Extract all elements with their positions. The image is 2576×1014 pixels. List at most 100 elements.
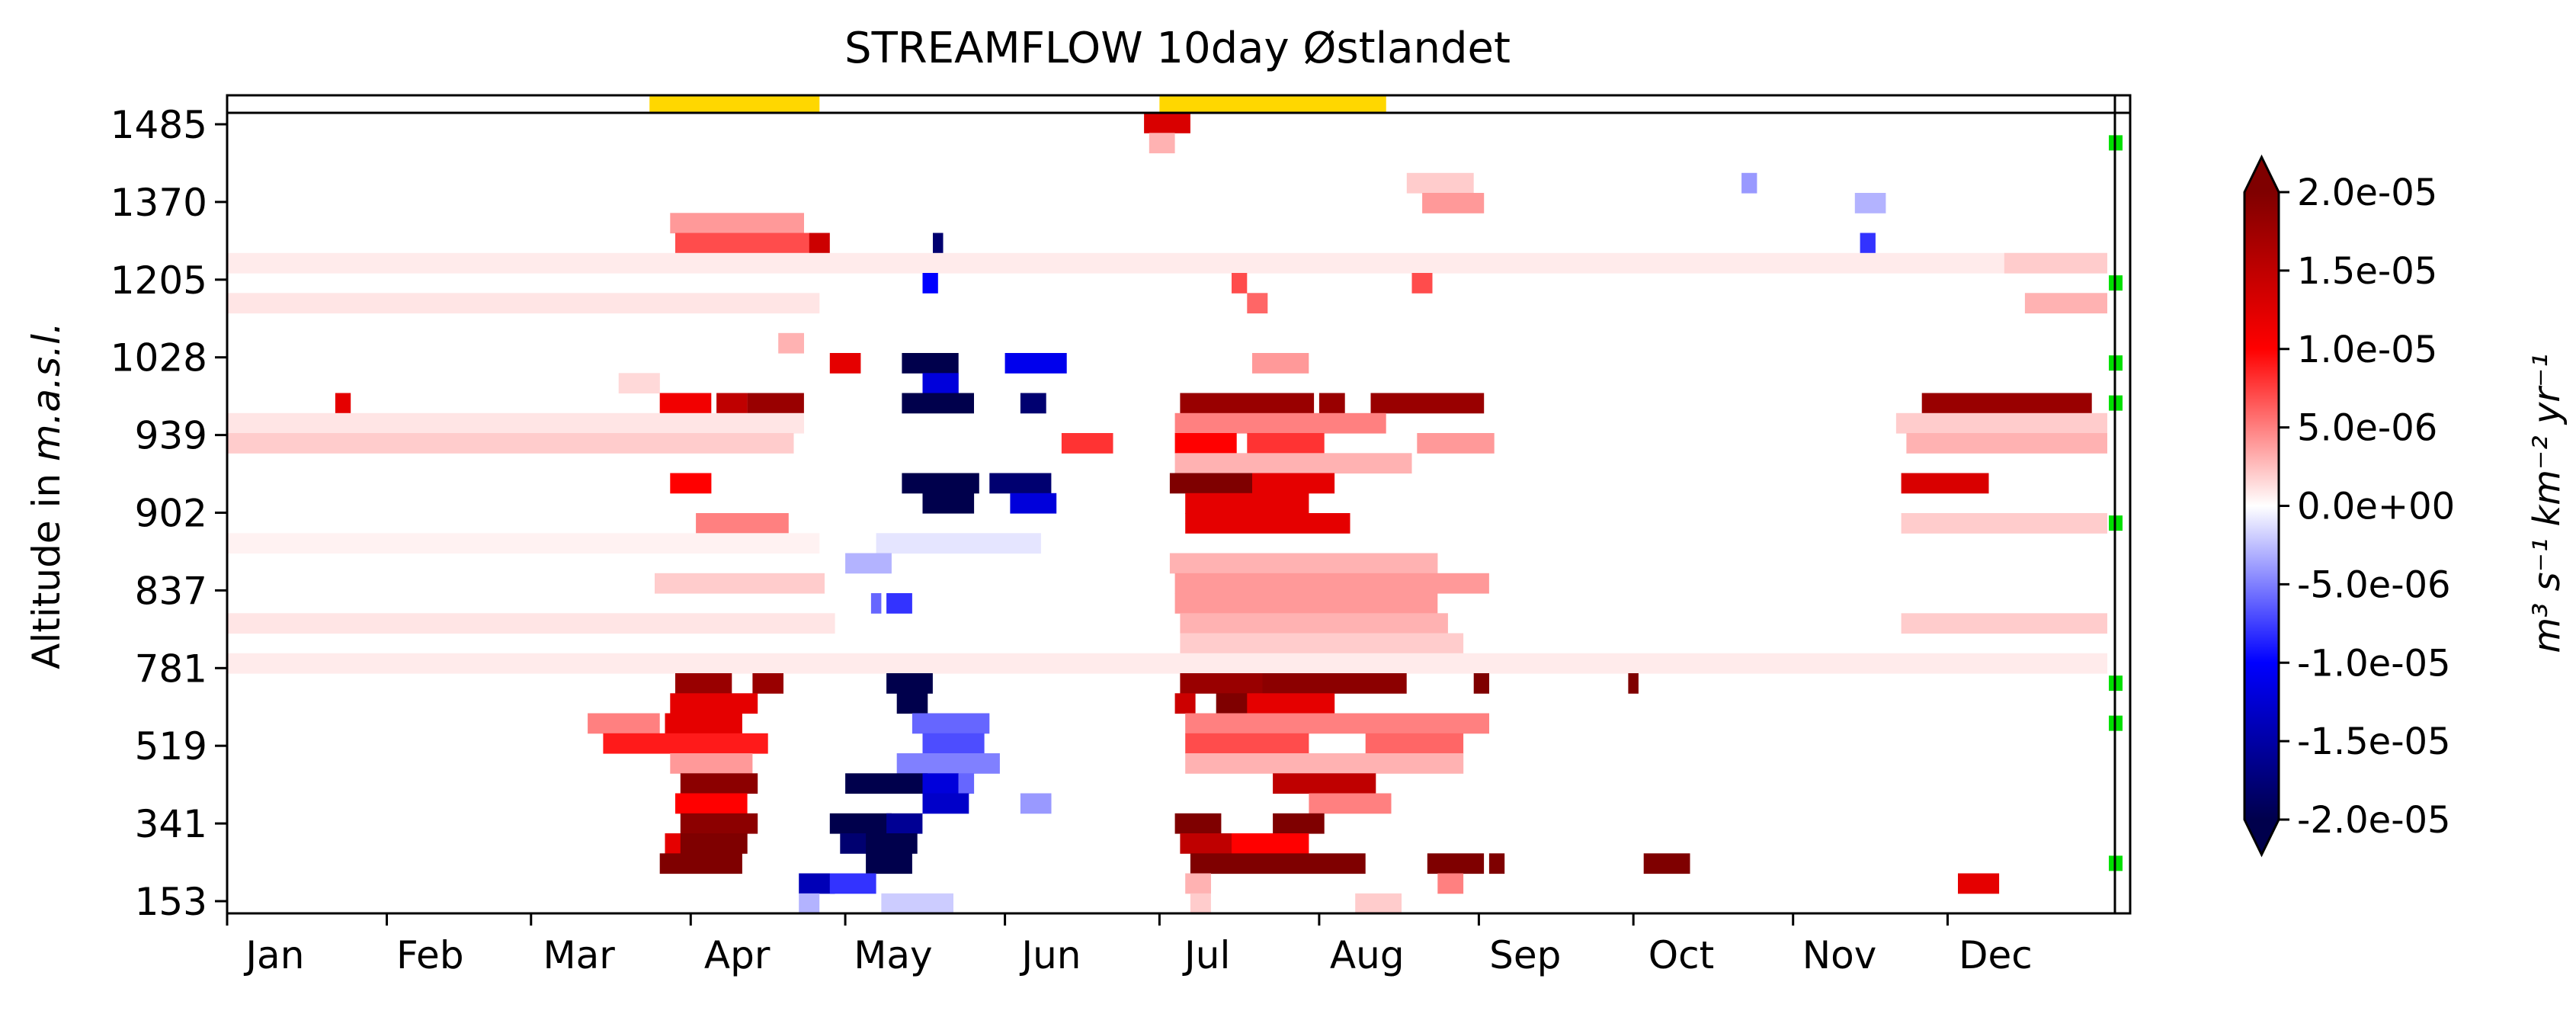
heatmap-cell <box>1247 693 1335 714</box>
heatmap-cell <box>902 393 974 414</box>
colorbar-tick-label: 2.0e-05 <box>2297 172 2437 214</box>
heatmap-cell <box>1860 233 1876 254</box>
y-axis-label-unit: m.a.s.l. <box>24 322 69 461</box>
x-tick-label: Dec <box>1959 933 2033 977</box>
heatmap-cell <box>1010 493 1057 514</box>
heatmap-cell <box>1252 473 1335 494</box>
heatmap-cell <box>958 773 975 794</box>
heatmap-cell <box>1180 633 1464 654</box>
heatmap-cell <box>1185 513 1350 534</box>
heatmap-cell <box>675 673 732 694</box>
heatmap-cell <box>1854 193 1886 213</box>
heatmap-cell <box>1190 853 1366 874</box>
x-tick-label: Mar <box>543 933 615 977</box>
heatmap-cell <box>1411 273 1433 294</box>
heatmap-cell <box>886 673 933 694</box>
heatmap-cell <box>922 273 938 294</box>
heatmap-cell <box>227 433 794 454</box>
heatmap-cell <box>1020 393 1046 414</box>
heatmap-cell <box>876 533 1041 554</box>
x-tick-label: Oct <box>1648 933 1714 977</box>
x-tick-label: Jan <box>243 933 304 977</box>
heatmap-cell <box>1180 393 1315 414</box>
heatmap-cell <box>1370 393 1485 414</box>
heatmap-cell <box>696 513 789 534</box>
heatmap-cell <box>1169 473 1258 494</box>
heatmap-cell <box>618 373 660 394</box>
heatmap-cell <box>655 573 825 594</box>
colorbar-tick-label: -1.5e-05 <box>2297 720 2451 763</box>
y-tick-label: 939 <box>135 414 207 458</box>
plot-border <box>226 94 2132 915</box>
heatmap-cell <box>1149 133 1175 154</box>
x-tick-label: Aug <box>1330 933 1405 977</box>
heatmap-cell <box>227 252 2107 274</box>
heatmap-cell <box>886 593 912 614</box>
heatmap-cell <box>1273 813 1325 834</box>
colorbar-tick-label: -5.0e-06 <box>2297 563 2451 606</box>
heatmap-cell <box>1174 453 1412 474</box>
heatmap-cell <box>1437 873 1464 894</box>
y-tick-label: 902 <box>135 492 207 536</box>
heatmap-cell <box>670 473 712 494</box>
heatmap-cell <box>1643 853 1690 874</box>
colorbar-tick-label: -1.0e-05 <box>2297 642 2451 685</box>
heatmap-cell <box>922 773 959 794</box>
heatmap-cell <box>659 853 675 874</box>
top-bars <box>649 95 1386 113</box>
heatmap-cell <box>1180 833 1232 854</box>
heatmap-cell <box>1174 573 1489 594</box>
heatmap-cell <box>1473 673 1489 694</box>
heatmap-cell <box>1427 853 1485 874</box>
heatmap-cell <box>680 813 758 834</box>
top-bar <box>1159 95 1386 113</box>
heatmap-cell <box>1901 613 2107 634</box>
y-tick-label: 1485 <box>111 103 207 147</box>
y-tick-label: 1028 <box>111 336 207 380</box>
heatmap-cell <box>588 713 660 734</box>
heatmap-cells <box>227 113 2107 914</box>
heatmap-cell <box>799 893 820 914</box>
heatmap-cell <box>665 713 742 734</box>
heatmap-cell <box>1174 412 1386 434</box>
heatmap-cell <box>866 833 918 854</box>
heatmap-cell <box>1169 553 1438 574</box>
heatmap-cell <box>1417 433 1495 454</box>
x-tick-label: Jun <box>1019 933 1081 977</box>
heatmap-cell <box>829 873 876 894</box>
heatmap-cell <box>1262 673 1407 694</box>
heatmap-cell <box>335 393 351 414</box>
colorbar-extend-min <box>2244 820 2279 855</box>
heatmap-cell <box>1180 673 1268 694</box>
y-tick-label: 341 <box>135 802 207 846</box>
heatmap-cell <box>870 593 882 614</box>
heatmap-cell <box>1628 673 1639 694</box>
heatmap-cell <box>680 773 758 794</box>
heatmap-cell <box>1958 873 2000 894</box>
heatmap-cell <box>1232 273 1248 294</box>
heatmap-cell <box>1185 493 1309 514</box>
heatmap-cell <box>1190 893 1211 914</box>
heatmap-cell <box>1273 773 1376 794</box>
heatmap-cell <box>922 373 959 394</box>
x-tick-label: Jul <box>1182 933 1230 977</box>
heatmap-cell <box>922 493 975 514</box>
heatmap-cell <box>1180 613 1448 634</box>
heatmap-cell <box>1422 193 1485 213</box>
heatmap-cell <box>227 533 820 554</box>
colorbar-tick-label: 5.0e-06 <box>2297 407 2437 450</box>
y-axis: 1485 1370 1205 1028 939 902 837 781 519 341 153 <box>111 103 227 924</box>
heatmap-cell <box>1895 412 2107 434</box>
heatmap-cell <box>227 412 804 434</box>
heatmap-cell <box>675 233 815 254</box>
x-tick-label: Sep <box>1489 933 1561 977</box>
colorbar-tick-label: 1.5e-05 <box>2297 250 2437 293</box>
heatmap-cell <box>1901 473 1989 494</box>
y-axis-label: Altitude in m.a.s.l. <box>24 322 69 669</box>
heatmap-cell <box>1252 353 1309 374</box>
heatmap-cell <box>227 293 820 314</box>
heatmap-cell <box>670 213 804 234</box>
plot-frame <box>226 94 2132 915</box>
colorbar-extend-max <box>2244 157 2279 192</box>
heatmap-cell <box>1901 513 2107 534</box>
